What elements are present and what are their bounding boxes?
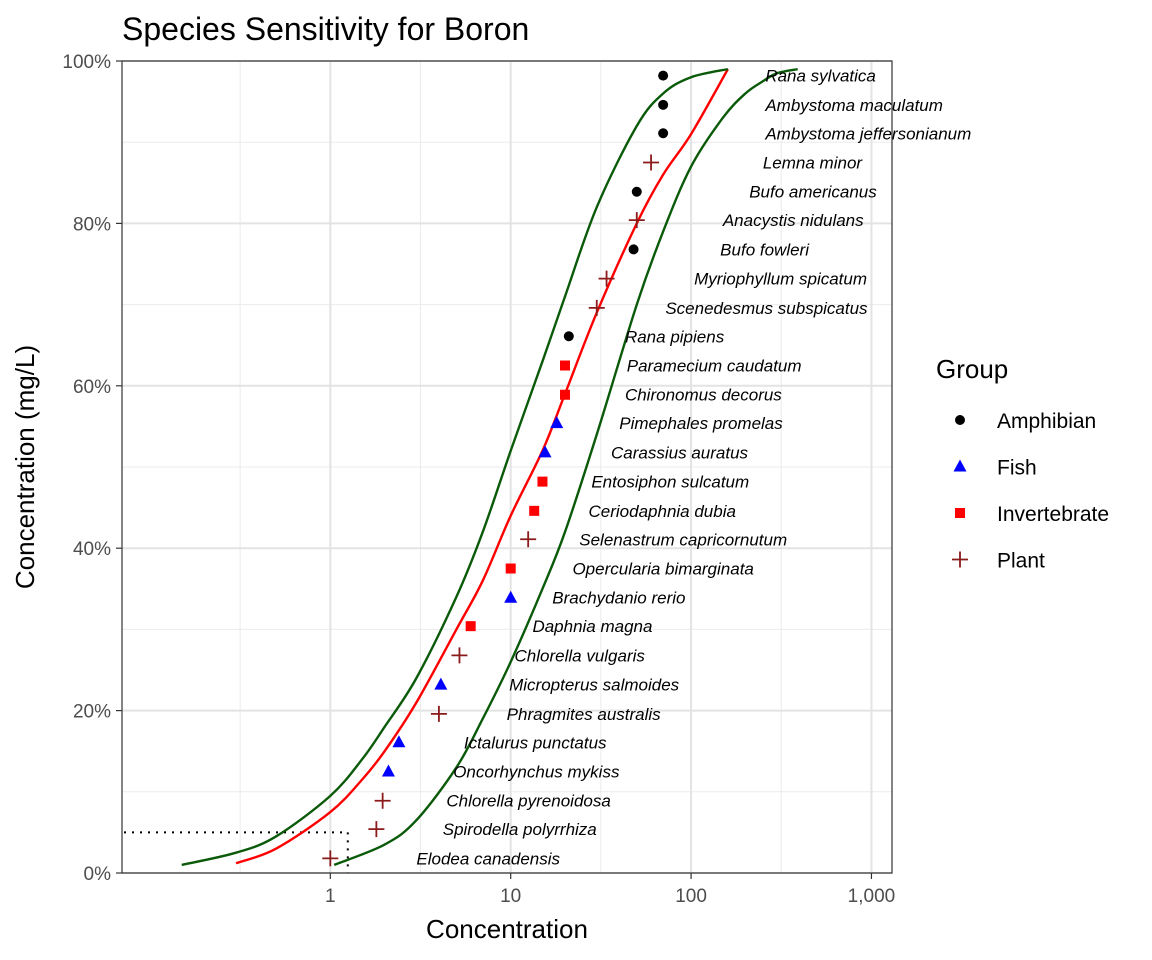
species-label: Bufo fowleri (720, 240, 810, 259)
species-label: Chlorella vulgaris (515, 646, 646, 665)
point-plant (374, 792, 391, 809)
x-tick-label: 10 (500, 886, 521, 907)
plot-border (121, 60, 893, 874)
species-label: Chlorella pyrenoidosa (446, 792, 610, 811)
point-invertebrate (559, 389, 570, 400)
point-plant (451, 647, 468, 664)
species-label: Ceriodaphnia dubia (589, 502, 736, 521)
point-amphibian (658, 99, 669, 110)
legend-title: Group (936, 354, 1008, 384)
y-tick-label: 60% (73, 377, 111, 398)
point-amphibian (563, 331, 574, 342)
species-label: Micropterus salmoides (509, 676, 680, 695)
species-label: Opercularia bimarginata (572, 560, 753, 579)
species-label: Ambystoma maculatum (764, 96, 943, 115)
point-plant (368, 821, 385, 838)
point-amphibian (628, 244, 639, 255)
legend-label: Amphibian (997, 410, 1096, 433)
x-tick-label: 100 (675, 886, 707, 907)
species-label: Lemna minor (763, 154, 864, 173)
point-plant (588, 299, 605, 316)
point-fish (434, 677, 448, 690)
legend-key-plant (952, 551, 968, 568)
species-label: Entosiphon sulcatum (591, 473, 749, 492)
species-labels: Elodea canadensis Spirodella polyrrhiza Ch… (416, 67, 971, 869)
point-fish (538, 445, 552, 458)
point-invertebrate (529, 505, 540, 516)
y-tick-label: 100% (62, 52, 111, 73)
species-label: Paramecium caudatum (627, 357, 802, 376)
x-axis-title: Concentration (426, 914, 588, 944)
point-invertebrate (537, 476, 548, 487)
point-plant (598, 270, 615, 287)
species-label: Selenastrum capricornutum (579, 530, 787, 549)
point-invertebrate (465, 621, 476, 632)
y-tick-label: 80% (73, 214, 111, 235)
species-label: Phragmites australis (507, 705, 662, 724)
y-axis-title: Concentration (mg/L) (10, 345, 40, 589)
y-tick-label: 20% (73, 702, 111, 723)
legend-label: Invertebrate (997, 503, 1109, 526)
species-label: Rana sylvatica (765, 67, 876, 86)
x-tick-label: 1 (325, 886, 336, 907)
species-label: Oncorhynchus mykiss (453, 763, 620, 782)
species-label: Spirodella polyrrhiza (443, 820, 597, 839)
species-label: Bufo americanus (749, 183, 877, 202)
point-fish (392, 735, 406, 748)
legend: Group Amphibian Fish Invertebrate Plant (936, 354, 1109, 573)
point-plant (520, 531, 537, 548)
point-invertebrate (505, 563, 516, 574)
legend-key-amphibian (955, 415, 965, 425)
species-label: Scenedesmus subspicatus (665, 299, 868, 318)
point-fish (381, 764, 395, 777)
species-label: Ictalurus punctatus (464, 733, 607, 752)
chart-title: Species Sensitivity for Boron (122, 11, 529, 47)
species-label: Daphnia magna (532, 617, 652, 636)
y-tick-label: 40% (73, 539, 111, 560)
legend-label: Plant (997, 550, 1045, 573)
point-amphibian (631, 186, 642, 197)
species-label: Ambystoma jeffersonianum (764, 124, 971, 143)
legend-key-invertebrate (955, 508, 965, 518)
species-label: Elodea canadensis (416, 849, 560, 868)
point-fish (550, 416, 564, 429)
species-label: Myriophyllum spicatum (694, 270, 867, 289)
species-label: Chironomus decorus (625, 386, 782, 405)
legend-key-fish (953, 459, 967, 472)
fit-curve (235, 68, 729, 865)
upper-curve (333, 67, 798, 866)
point-plant (430, 705, 447, 722)
hc5-guide (124, 831, 349, 873)
species-label: Pimephales promelas (619, 414, 783, 433)
point-invertebrate (559, 360, 570, 371)
point-plant (643, 154, 660, 171)
fit-curves (181, 67, 798, 867)
point-plant (628, 212, 645, 229)
point-plant (322, 850, 339, 867)
axis-ticks: 0% 20% 40% 60% 80% 100% 1 10 100 1,000 (62, 52, 895, 907)
legend-label: Fish (997, 457, 1037, 480)
species-label: Carassius auratus (611, 443, 749, 462)
x-tick-label: 1,000 (848, 886, 896, 907)
y-tick-label: 0% (84, 864, 112, 885)
point-amphibian (658, 70, 669, 81)
point-amphibian (658, 128, 669, 139)
lower-curve (181, 67, 729, 867)
species-label: Anacystis nidulans (722, 211, 864, 230)
data-points (322, 70, 669, 867)
species-label: Brachydanio rerio (552, 589, 685, 608)
point-fish (504, 590, 518, 603)
species-label: Rana pipiens (625, 327, 725, 346)
